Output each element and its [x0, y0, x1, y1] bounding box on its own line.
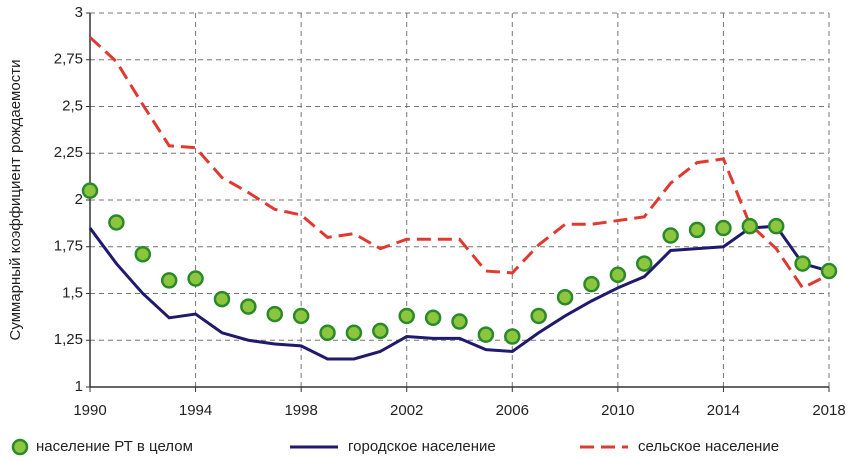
data-point	[292, 307, 310, 325]
data-point	[530, 307, 547, 325]
data-point	[398, 307, 415, 325]
y-tick-label: 1,25	[54, 331, 83, 348]
x-tick-label: 2002	[390, 402, 423, 419]
data-point	[372, 322, 389, 340]
x-tick-label: 1994	[179, 402, 212, 419]
x-tick-label: 1998	[284, 402, 317, 419]
data-point	[319, 324, 336, 342]
data-point	[767, 217, 785, 235]
data-point	[108, 214, 125, 231]
data-point	[609, 266, 627, 284]
y-tick-label: 1,75	[54, 238, 83, 255]
data-point	[240, 298, 257, 315]
data-point	[81, 182, 99, 199]
legend-marker	[11, 438, 29, 456]
y-tick-label: 2,75	[54, 51, 83, 68]
data-point	[345, 324, 363, 342]
y-tick-label: 2	[75, 191, 83, 208]
series-line	[88, 224, 830, 361]
data-point	[477, 326, 495, 343]
y-tick-label: 3	[75, 4, 83, 21]
data-point	[741, 217, 759, 235]
y-tick-label: 1,5	[62, 284, 83, 301]
data-point	[504, 328, 521, 345]
data-point	[134, 245, 152, 263]
x-tick-label: 1990	[73, 402, 106, 419]
data-point	[688, 221, 706, 239]
data-point	[160, 272, 178, 289]
data-point	[266, 305, 283, 323]
legend-label: население РТ в целом	[36, 438, 193, 455]
y-tick-label: 2,25	[54, 144, 83, 161]
y-axis-label: Суммарный коэффициент рождаемости	[7, 60, 24, 341]
y-tick-label: 1	[75, 378, 83, 395]
data-point	[715, 219, 732, 237]
data-point	[187, 270, 204, 287]
data-point	[794, 255, 811, 272]
x-tick-label: 2006	[496, 402, 529, 419]
data-point	[820, 262, 838, 280]
legend-label: сельское население	[638, 438, 779, 455]
data-point	[583, 275, 600, 293]
data-point	[662, 227, 679, 244]
data-point	[424, 309, 442, 327]
x-tick-label: 2018	[812, 402, 845, 419]
x-tick-label: 2010	[601, 402, 634, 419]
data-point	[451, 313, 468, 330]
data-point	[213, 290, 231, 308]
legend-label: городское население	[348, 438, 496, 455]
data-point	[556, 288, 574, 306]
x-tick-label: 2014	[707, 402, 740, 419]
data-point	[636, 255, 653, 272]
series-line	[88, 36, 830, 290]
y-tick-label: 2,5	[62, 97, 83, 114]
